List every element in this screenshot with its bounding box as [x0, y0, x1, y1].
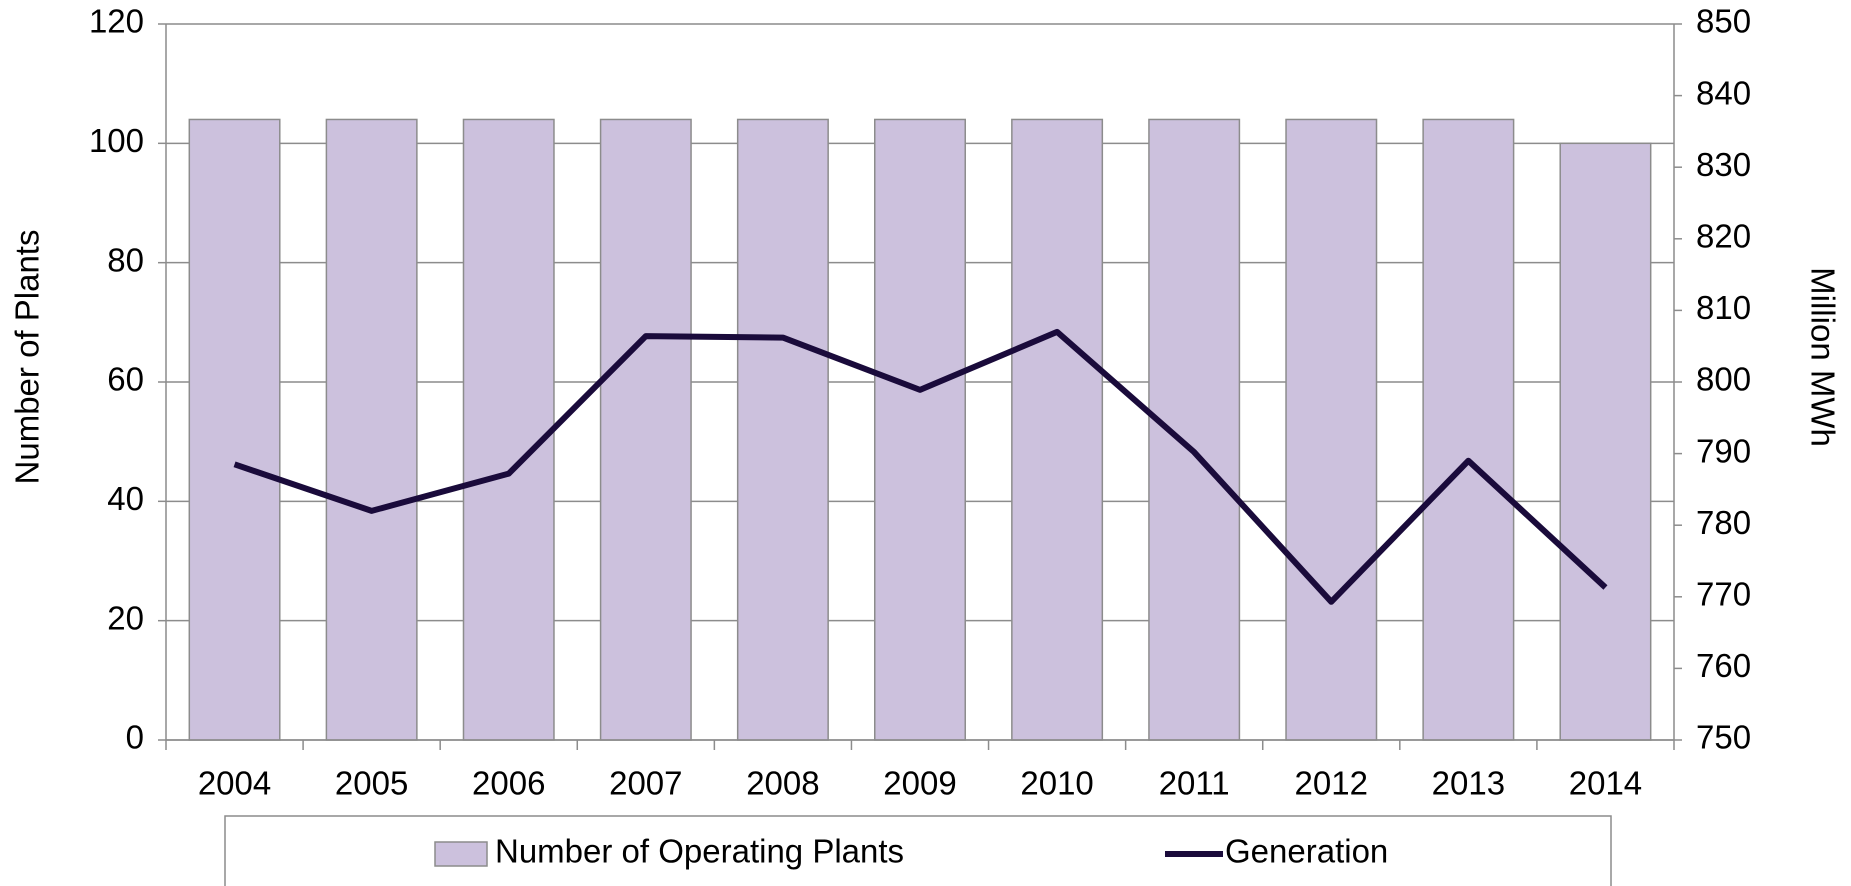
y2-tick-label: 760	[1696, 647, 1751, 684]
bar	[188, 118, 281, 741]
x-tick-label: 2006	[472, 765, 545, 802]
legend-label: Number of Operating Plants	[495, 833, 904, 870]
x-tick-label: 2005	[335, 765, 408, 802]
y2-tick-label: 810	[1696, 289, 1751, 326]
y-axis-title: Number of Plants	[9, 230, 46, 485]
y2-tick-label: 780	[1696, 504, 1751, 541]
legend-label: Generation	[1225, 833, 1388, 870]
legend-box	[224, 815, 1612, 886]
y2-tick-label: 790	[1696, 432, 1751, 469]
legend-swatch	[434, 841, 488, 867]
bar	[1422, 118, 1515, 741]
bar	[325, 118, 418, 741]
x-tick-label: 2013	[1432, 765, 1505, 802]
bar	[1148, 118, 1241, 741]
bar	[1559, 142, 1652, 741]
y2-tick-label: 750	[1696, 719, 1751, 756]
bar	[599, 118, 692, 741]
y2-tick-label: 800	[1696, 361, 1751, 398]
y-tick-label: 120	[89, 3, 144, 40]
y2-tick-label: 820	[1696, 218, 1751, 255]
y-tick-label: 60	[107, 361, 144, 398]
line	[233, 328, 1608, 605]
y-tick-label: 0	[126, 719, 144, 756]
x-tick-label: 2009	[883, 765, 956, 802]
bar	[1011, 118, 1104, 741]
bar	[462, 118, 555, 741]
y2-axis-title: Million MWh	[1804, 267, 1841, 447]
x-tick-label: 2007	[609, 765, 682, 802]
x-tick-label: 2012	[1295, 765, 1368, 802]
x-tick-label: 2011	[1159, 765, 1230, 802]
x-tick-label: 2004	[198, 765, 271, 802]
bar	[736, 118, 829, 741]
x-tick-label: 2010	[1020, 765, 1093, 802]
y-tick-label: 20	[107, 599, 144, 636]
y-tick-label: 80	[107, 241, 144, 278]
y2-tick-label: 850	[1696, 3, 1751, 40]
x-tick-label: 2014	[1569, 765, 1642, 802]
y2-tick-label: 770	[1696, 576, 1751, 613]
x-tick-label: 2008	[746, 765, 819, 802]
y-tick-label: 100	[89, 122, 144, 159]
y2-tick-label: 830	[1696, 146, 1751, 183]
y-tick-label: 40	[107, 480, 144, 517]
bar	[1285, 118, 1378, 741]
bar	[874, 118, 966, 741]
y2-tick-label: 840	[1696, 74, 1751, 111]
